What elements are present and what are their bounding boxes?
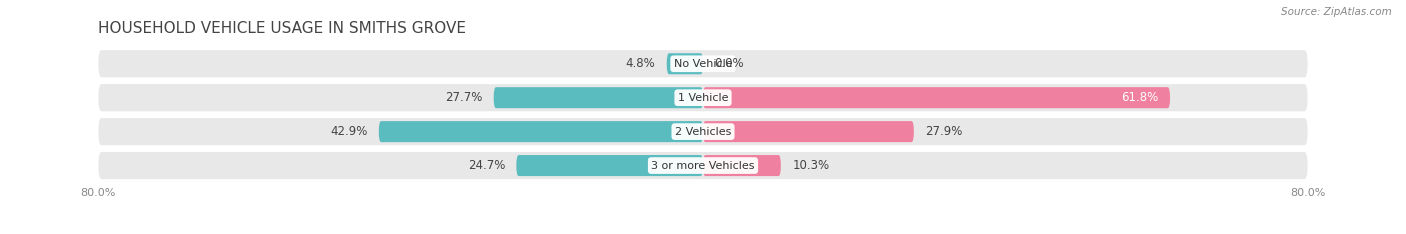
- Text: 27.9%: 27.9%: [925, 125, 963, 138]
- FancyBboxPatch shape: [494, 87, 703, 108]
- FancyBboxPatch shape: [666, 53, 703, 74]
- FancyBboxPatch shape: [703, 121, 914, 142]
- Text: 0.0%: 0.0%: [714, 57, 744, 70]
- Text: 24.7%: 24.7%: [468, 159, 505, 172]
- Text: 61.8%: 61.8%: [1122, 91, 1159, 104]
- Text: 3 or more Vehicles: 3 or more Vehicles: [651, 161, 755, 171]
- Text: 4.8%: 4.8%: [626, 57, 655, 70]
- FancyBboxPatch shape: [98, 50, 1308, 77]
- Text: Source: ZipAtlas.com: Source: ZipAtlas.com: [1281, 7, 1392, 17]
- Text: No Vehicle: No Vehicle: [673, 59, 733, 69]
- Text: 2 Vehicles: 2 Vehicles: [675, 127, 731, 137]
- FancyBboxPatch shape: [516, 155, 703, 176]
- FancyBboxPatch shape: [98, 152, 1308, 179]
- FancyBboxPatch shape: [98, 118, 1308, 145]
- Text: HOUSEHOLD VEHICLE USAGE IN SMITHS GROVE: HOUSEHOLD VEHICLE USAGE IN SMITHS GROVE: [98, 21, 467, 36]
- Legend: Owner-occupied, Renter-occupied: Owner-occupied, Renter-occupied: [579, 229, 827, 234]
- Text: 42.9%: 42.9%: [330, 125, 367, 138]
- FancyBboxPatch shape: [703, 87, 1170, 108]
- Text: 10.3%: 10.3%: [792, 159, 830, 172]
- Text: 27.7%: 27.7%: [444, 91, 482, 104]
- FancyBboxPatch shape: [703, 155, 780, 176]
- Text: 1 Vehicle: 1 Vehicle: [678, 93, 728, 103]
- FancyBboxPatch shape: [378, 121, 703, 142]
- FancyBboxPatch shape: [98, 84, 1308, 111]
